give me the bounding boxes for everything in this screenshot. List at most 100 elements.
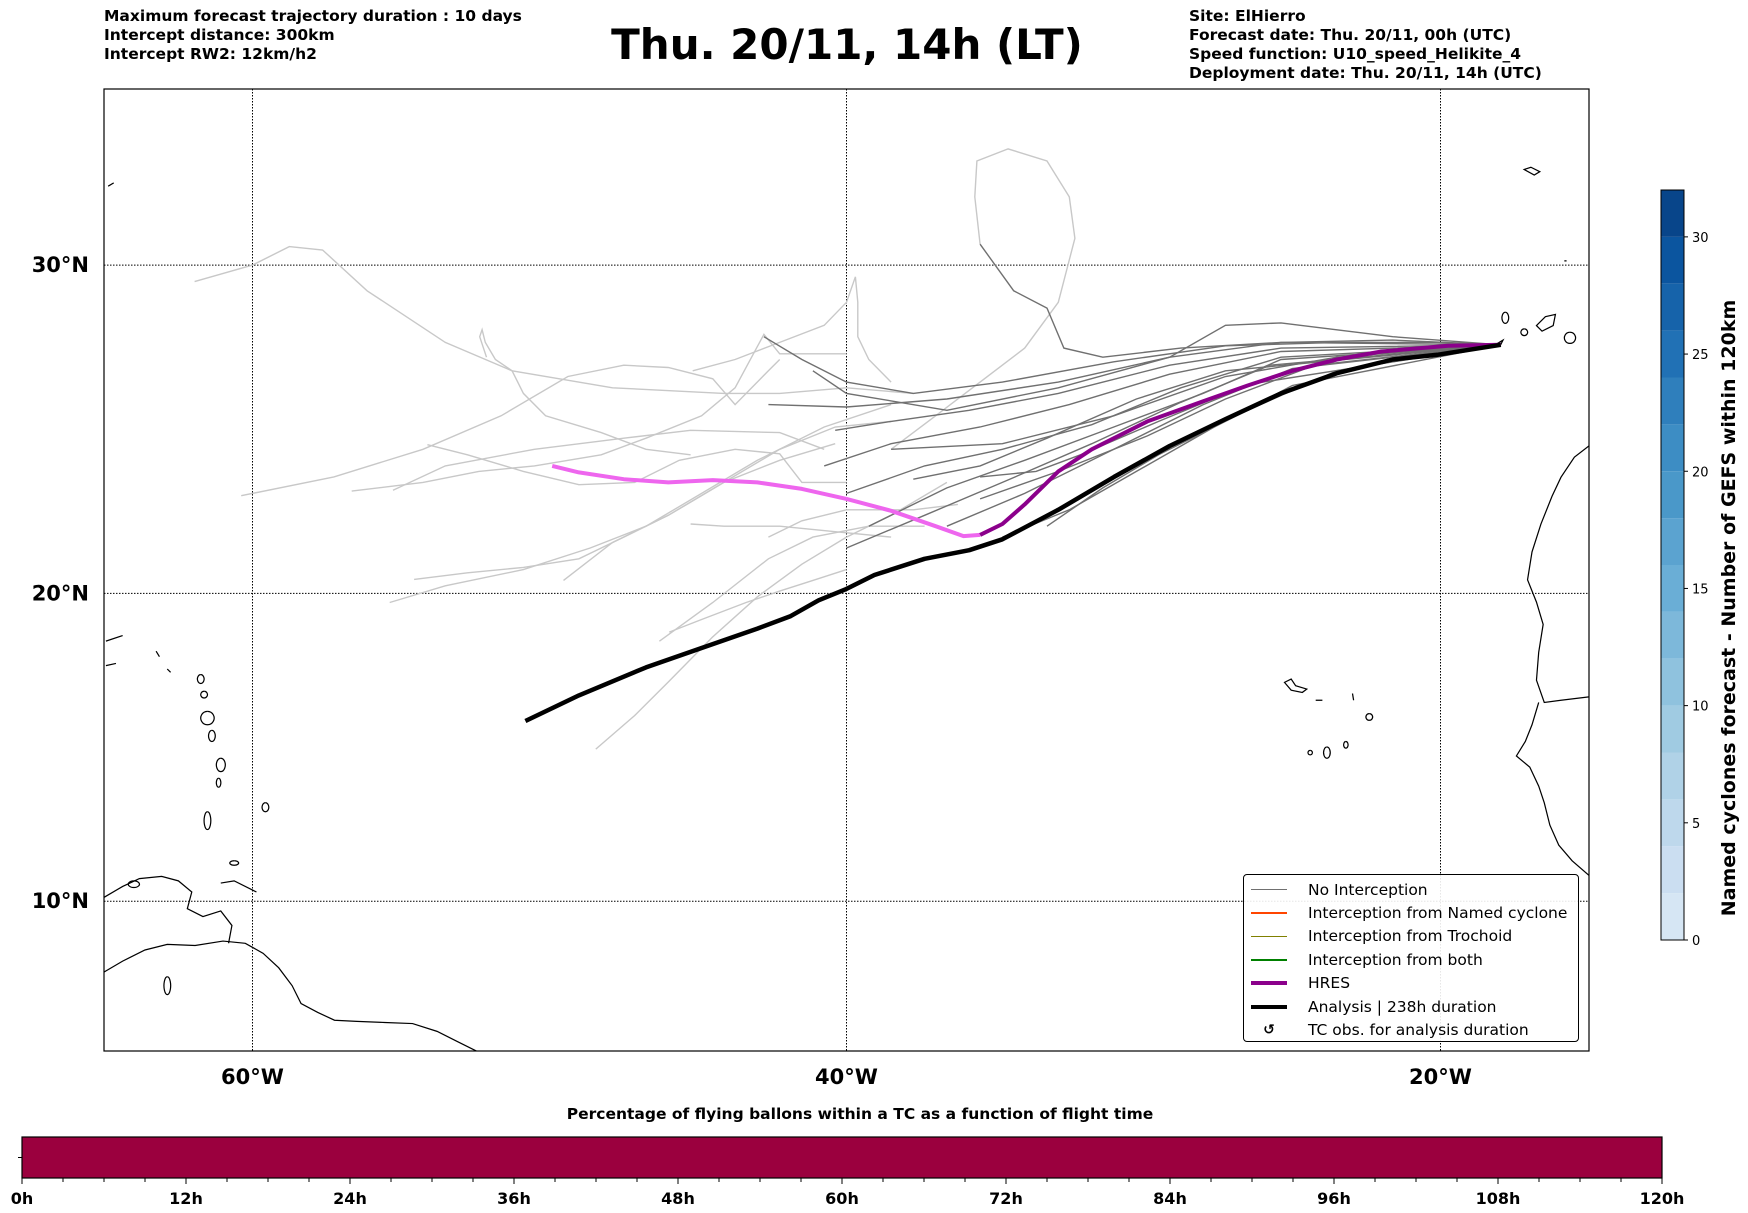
- lon-tick-label: 60°W: [221, 1065, 284, 1089]
- colorbar-level: [1661, 236, 1684, 284]
- ensemble-trajectory-no-interception: [913, 344, 1501, 480]
- lon-tick-label: 20°W: [1409, 1065, 1472, 1089]
- legend-label: HRES: [1308, 974, 1351, 993]
- legend-item-both: Interception from both: [1244, 948, 1578, 971]
- lat-tick-label: 20°N: [32, 581, 89, 605]
- colorbar-level: [1661, 190, 1684, 237]
- coastlines: [104, 166, 1589, 1051]
- legend-swatch: [1251, 912, 1287, 914]
- header-right: Site: ElHierro Forecast date: Thu. 20/11…: [1189, 7, 1542, 83]
- hres-trajectory-late: [551, 463, 981, 539]
- colorbar-level: [1661, 283, 1684, 331]
- tc-symbol-icon: ↺: [1263, 1022, 1275, 1039]
- ensemble-trajectory-no-interception: [763, 336, 1501, 395]
- ensemble-trajectory-no-interception: [979, 243, 1501, 358]
- ensemble-trajectory-late: [692, 276, 892, 383]
- legend-item-trochoid: Interception from Trochoid: [1244, 925, 1578, 948]
- bar-tick-label: 72h: [989, 1189, 1023, 1208]
- ensemble-trajectory-no-interception: [946, 344, 1501, 527]
- flight-time-bar: 0h 12h 24h 36h 48h 60h 72h 84h 96h 108h 120h: [11, 1136, 1685, 1208]
- legend-swatch: [1251, 1004, 1287, 1009]
- ensemble-trajectory-late: [351, 333, 847, 492]
- ensemble-trajectory-late: [890, 148, 1076, 450]
- legend-item-hres: HRES: [1244, 972, 1578, 995]
- colorbar-level: [1661, 799, 1684, 847]
- trajectories: [194, 148, 1502, 750]
- ensemble-trajectory-late: [427, 444, 847, 486]
- colorbar-level: [1661, 658, 1684, 706]
- ensemble-trajectory-late: [668, 568, 847, 633]
- intercept-rw2-text: Intercept RW2: 12km/h2: [104, 45, 317, 63]
- colorbar-label: Named cyclones forecast - Number of GEFS…: [1718, 299, 1740, 917]
- colorbar-tick-label: 10: [1692, 700, 1709, 715]
- legend-label: No Interception: [1308, 880, 1428, 899]
- colorbar-level: [1661, 611, 1684, 659]
- legend: No Interception Interception from Named …: [1243, 874, 1579, 1042]
- hres-trajectory: [979, 342, 1501, 537]
- venezuela-coast: [104, 875, 257, 944]
- bar-tick-label: 108h: [1476, 1189, 1521, 1208]
- lat-tick-label: 10°N: [32, 889, 89, 913]
- ensemble-trajectory-late: [478, 327, 691, 456]
- bar-tick-label: 120h: [1640, 1189, 1685, 1208]
- legend-swatch: [1251, 981, 1287, 986]
- legend-swatch: [1251, 889, 1287, 891]
- colorbar-tick-label: 25: [1692, 348, 1709, 363]
- legend-label: Analysis | 238h duration: [1308, 997, 1497, 1016]
- analysis-trajectory: [524, 342, 1502, 724]
- colorbar-level: [1661, 330, 1684, 378]
- bar-tick-label: 24h: [333, 1189, 367, 1208]
- ensemble-trajectory-late: [595, 481, 948, 750]
- plot-title: Thu. 20/11, 14h (LT): [611, 20, 1083, 69]
- colorbar-level: [1661, 565, 1684, 612]
- cape-verde-islands: [1283, 678, 1374, 759]
- ensemble-trajectory-late: [194, 245, 914, 395]
- colorbar-level: [1661, 518, 1684, 565]
- colorbar-tick-label: 15: [1692, 582, 1709, 597]
- colorbar-tick-label: 5: [1692, 817, 1700, 832]
- bar-tick-label: 84h: [1153, 1189, 1187, 1208]
- africa-coast: [1515, 445, 1589, 876]
- ensemble-trajectory-late: [392, 429, 825, 491]
- colorbar-tick-label: 0: [1692, 934, 1700, 949]
- deployment-date-text: Deployment date: Thu. 20/11, 14h (UTC): [1189, 64, 1542, 82]
- ensemble-trajectory-late: [414, 420, 892, 581]
- colorbar-level: [1661, 752, 1684, 800]
- colorbar-level: [1661, 705, 1684, 753]
- bar-tick-label: 0h: [11, 1189, 34, 1208]
- lat-tick-label: 30°N: [32, 253, 89, 277]
- ensemble-trajectory-late: [690, 523, 892, 538]
- lon-tick-label: 40°W: [815, 1065, 878, 1089]
- ensemble-trajectory-late: [658, 525, 925, 642]
- colorbar-tick-label: 20: [1692, 465, 1709, 480]
- ensemble-trajectory-no-interception: [768, 341, 1501, 408]
- colorbar-tick-label: 30: [1692, 231, 1709, 246]
- colorbar-level: [1661, 424, 1684, 472]
- legend-label: Interception from Named cyclone: [1308, 904, 1568, 923]
- legend-item-analysis: Analysis | 238h duration: [1244, 995, 1578, 1018]
- ensemble-trajectory-late: [768, 503, 958, 538]
- ensemble-trajectory-no-interception: [835, 344, 1501, 431]
- colorbar-frame: [1660, 189, 1685, 941]
- bar-tick-label: 60h: [825, 1189, 859, 1208]
- legend-label: Interception from Trochoid: [1308, 927, 1513, 946]
- ensemble-trajectory-no-interception: [868, 344, 1501, 527]
- flight-time-bar-title: Percentage of flying ballons within a TC…: [566, 1105, 1154, 1123]
- header-left: Maximum forecast trajectory duration : 1…: [104, 7, 522, 64]
- legend-item-no-interception: No Interception: [1244, 878, 1578, 901]
- colorbar-level: [1661, 471, 1684, 519]
- ensemble-trajectory-no-interception: [846, 344, 1501, 549]
- colorbar-level: [1661, 846, 1684, 894]
- ensemble-trajectory-late: [563, 443, 836, 581]
- colorbar-level: [1661, 377, 1684, 425]
- legend-item-named-cyclone: Interception from Named cyclone: [1244, 901, 1578, 924]
- colorbar-level: [1661, 893, 1684, 940]
- ensemble-trajectory-no-interception: [823, 344, 1501, 467]
- bar-tick-label: 12h: [169, 1189, 203, 1208]
- legend-label: TC obs. for analysis duration: [1308, 1021, 1529, 1040]
- lesser-antilles: [105, 182, 270, 996]
- bar-tick-label: 48h: [661, 1189, 695, 1208]
- ensemble-trajectory-late: [241, 359, 781, 497]
- bar-tick-label: 96h: [1317, 1189, 1351, 1208]
